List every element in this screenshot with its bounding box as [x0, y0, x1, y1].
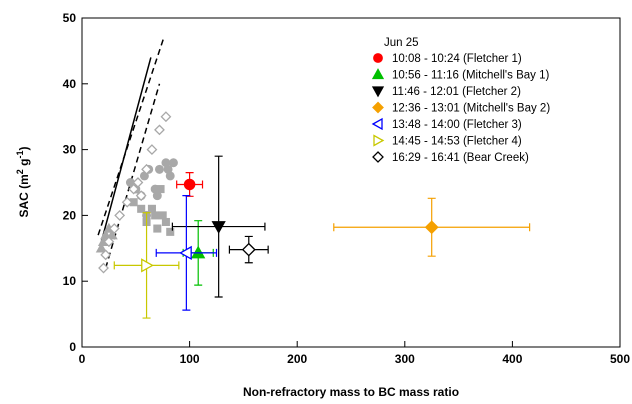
marker: [179, 245, 192, 261]
y-tick-label: 30: [63, 143, 77, 157]
marker: [137, 204, 146, 213]
x-tick-label: 400: [502, 352, 522, 366]
marker: [165, 171, 175, 181]
marker: [154, 124, 165, 136]
x-axis-label: Non-refractory mass to BC mass ratio: [243, 385, 459, 399]
marker: [114, 209, 126, 221]
marker: [161, 217, 170, 227]
marker: [371, 68, 385, 80]
marker: [151, 211, 160, 220]
marker: [183, 178, 196, 191]
marker: [106, 229, 118, 240]
marker: [424, 220, 439, 235]
marker: [241, 242, 256, 257]
legend-label: 10:08 - 10:24 (Fletcher 1): [392, 53, 522, 65]
legend-label: 11:46 - 12:01 (Fletcher 2): [392, 86, 521, 98]
marker: [156, 185, 165, 194]
marker: [372, 101, 384, 114]
marker: [147, 204, 156, 213]
marker: [168, 158, 178, 168]
marker: [95, 242, 107, 253]
marker: [153, 224, 162, 233]
marker: [373, 53, 383, 63]
fit-line: [100, 57, 152, 242]
y-tick-label: 20: [63, 208, 77, 222]
marker: [135, 190, 147, 202]
y-tick-label: 40: [63, 77, 77, 91]
y-tick-label: 10: [63, 274, 77, 288]
y-axis-label: SAC (m2 g-1): [15, 146, 31, 217]
x-tick-label: 100: [180, 352, 200, 366]
marker: [211, 221, 226, 234]
marker: [141, 258, 154, 273]
marker: [160, 111, 172, 123]
legend-label: 16:29 - 16:41 (Bear Creek): [392, 152, 529, 164]
legend-title: Jun 25: [384, 37, 419, 49]
marker: [371, 86, 385, 98]
legend-label: 10:56 - 11:16 (Mitchell's Bay 1): [392, 70, 549, 82]
marker: [154, 164, 164, 174]
marker: [371, 117, 383, 131]
x-tick-label: 300: [395, 352, 415, 366]
y-tick-label: 0: [69, 340, 76, 354]
legend-label: 14:45 - 14:53 (Fletcher 4): [392, 136, 522, 148]
legend-label: 13:48 - 14:00 (Fletcher 3): [392, 119, 522, 131]
marker: [158, 211, 167, 220]
x-tick-label: 0: [79, 352, 86, 366]
y-label-part: ): [17, 146, 31, 150]
legend-label: 12:36 - 13:01 (Mitchell's Bay 2): [392, 103, 550, 115]
marker: [146, 144, 158, 156]
marker: [166, 227, 175, 236]
marker: [128, 183, 140, 195]
fit-line: [104, 83, 161, 269]
y-label-sup: 2: [15, 169, 25, 174]
marker: [141, 163, 152, 175]
x-tick-label: 200: [287, 352, 307, 366]
marker: [372, 151, 384, 163]
marker: [108, 223, 120, 234]
marker: [98, 262, 109, 274]
y-label-part: SAC (m: [17, 174, 31, 217]
plot-frame: [81, 17, 621, 348]
y-label-sup: -1: [15, 150, 25, 158]
fit-line: [97, 37, 165, 236]
marker: [103, 236, 115, 248]
y-label-part: g: [17, 158, 31, 169]
y-tick-label: 50: [63, 11, 77, 25]
marker: [100, 249, 112, 261]
marker: [121, 196, 133, 208]
marker: [132, 177, 144, 188]
marker: [373, 134, 385, 147]
x-tick-label: 500: [610, 352, 630, 366]
